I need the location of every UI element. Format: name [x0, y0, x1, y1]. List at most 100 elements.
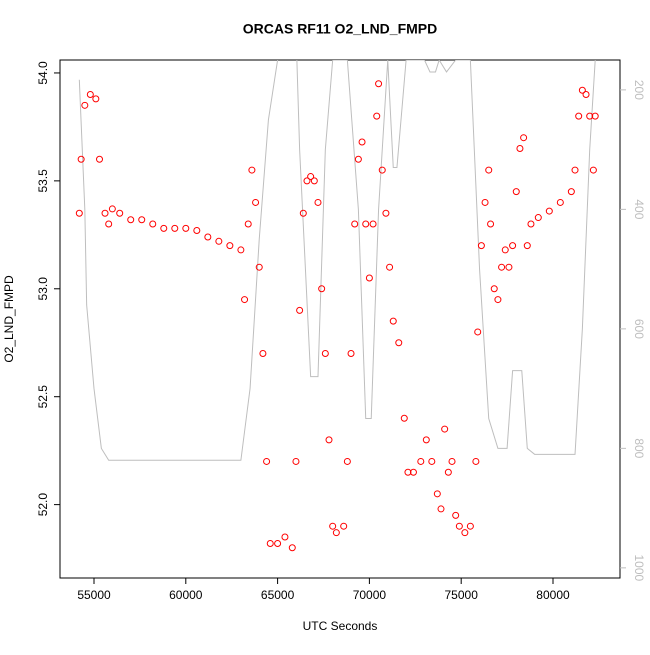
data-point: [321, 350, 329, 358]
data-point: [395, 339, 403, 347]
y-tick-label: 54.0: [36, 61, 50, 85]
data-point: [292, 457, 300, 465]
data-point: [520, 134, 528, 142]
data-point: [182, 224, 190, 232]
x-tick-label: 80000: [536, 588, 570, 602]
x-tick-label: 55000: [77, 588, 111, 602]
data-point: [441, 425, 449, 433]
data-point: [105, 220, 113, 228]
data-point: [340, 522, 348, 530]
data-point: [556, 198, 564, 206]
y2-tick-label: 200: [632, 80, 646, 100]
y-tick-label: 53.0: [36, 277, 50, 301]
plot-frame: [59, 59, 621, 579]
data-point: [481, 198, 489, 206]
data-point: [204, 233, 212, 241]
data-point: [116, 209, 124, 217]
data-point: [477, 242, 485, 250]
data-point: [314, 198, 322, 206]
data-point: [509, 242, 517, 250]
data-point: [472, 457, 480, 465]
data-point: [516, 144, 524, 152]
data-point: [149, 220, 157, 228]
data-point: [274, 539, 282, 547]
data-point: [373, 112, 381, 120]
data-point: [138, 216, 146, 224]
data-point: [523, 242, 531, 250]
data-point: [343, 457, 351, 465]
data-point: [160, 224, 168, 232]
data-point: [248, 166, 256, 174]
x-tick-label: 75000: [445, 588, 479, 602]
data-point: [325, 436, 333, 444]
data-point: [589, 166, 597, 174]
data-point: [444, 468, 452, 476]
data-point: [347, 350, 355, 358]
data-point: [466, 522, 474, 530]
data-point: [433, 490, 441, 498]
data-point: [318, 285, 326, 293]
x-tick-label: 70000: [353, 588, 387, 602]
data-point: [171, 224, 179, 232]
data-point: [378, 166, 386, 174]
y-axis-label: O2_LND_FMPD: [2, 275, 16, 363]
data-point: [263, 457, 271, 465]
y2-tick-label: 400: [632, 199, 646, 219]
x-tick-label: 65000: [261, 588, 295, 602]
data-point: [422, 436, 430, 444]
data-point: [365, 274, 373, 282]
data-point: [487, 220, 495, 228]
data-point: [86, 91, 94, 99]
y2-tick-label: 1000: [632, 554, 646, 581]
data-point: [351, 220, 359, 228]
data-point: [296, 306, 304, 314]
data-point: [400, 414, 408, 422]
x-tick-label: 60000: [169, 588, 203, 602]
data-point: [575, 112, 583, 120]
data-point: [362, 220, 370, 228]
y-tick-label: 52.0: [36, 493, 50, 517]
line: [78, 60, 596, 461]
data-point: [571, 166, 579, 174]
data-point: [494, 296, 502, 304]
data-point: [386, 263, 394, 271]
data-point: [81, 101, 89, 109]
data-point: [591, 112, 599, 120]
data-point: [329, 522, 337, 530]
data-point: [375, 80, 383, 88]
data-point: [512, 188, 520, 196]
data-point: [534, 214, 542, 222]
data-point: [193, 227, 201, 235]
data-point: [455, 522, 463, 530]
data-point: [369, 220, 377, 228]
data-point: [582, 91, 590, 99]
y2-tick-label: 800: [632, 438, 646, 458]
data-point: [307, 173, 315, 181]
data-point: [485, 166, 493, 174]
data-point: [474, 328, 482, 336]
data-point: [288, 544, 296, 552]
data-point: [241, 296, 249, 304]
data-point: [527, 220, 535, 228]
data-point: [108, 205, 116, 213]
data-point: [389, 317, 397, 325]
data-point: [255, 263, 263, 271]
data-point: [75, 209, 83, 217]
data-point: [215, 237, 223, 245]
data-point: [358, 138, 366, 146]
data-point: [545, 207, 553, 215]
data-point: [226, 242, 234, 250]
data-point: [505, 263, 513, 271]
data-point: [498, 263, 506, 271]
data-point: [77, 155, 85, 163]
data-point: [299, 209, 307, 217]
data-point: [96, 155, 104, 163]
data-point: [461, 529, 469, 537]
data-point: [354, 155, 362, 163]
data-point: [303, 177, 311, 185]
data-point: [417, 457, 425, 465]
chart-title: ORCAS RF11 O2_LND_FMPD: [243, 21, 437, 37]
data-point: [92, 95, 100, 103]
data-point: [409, 468, 417, 476]
